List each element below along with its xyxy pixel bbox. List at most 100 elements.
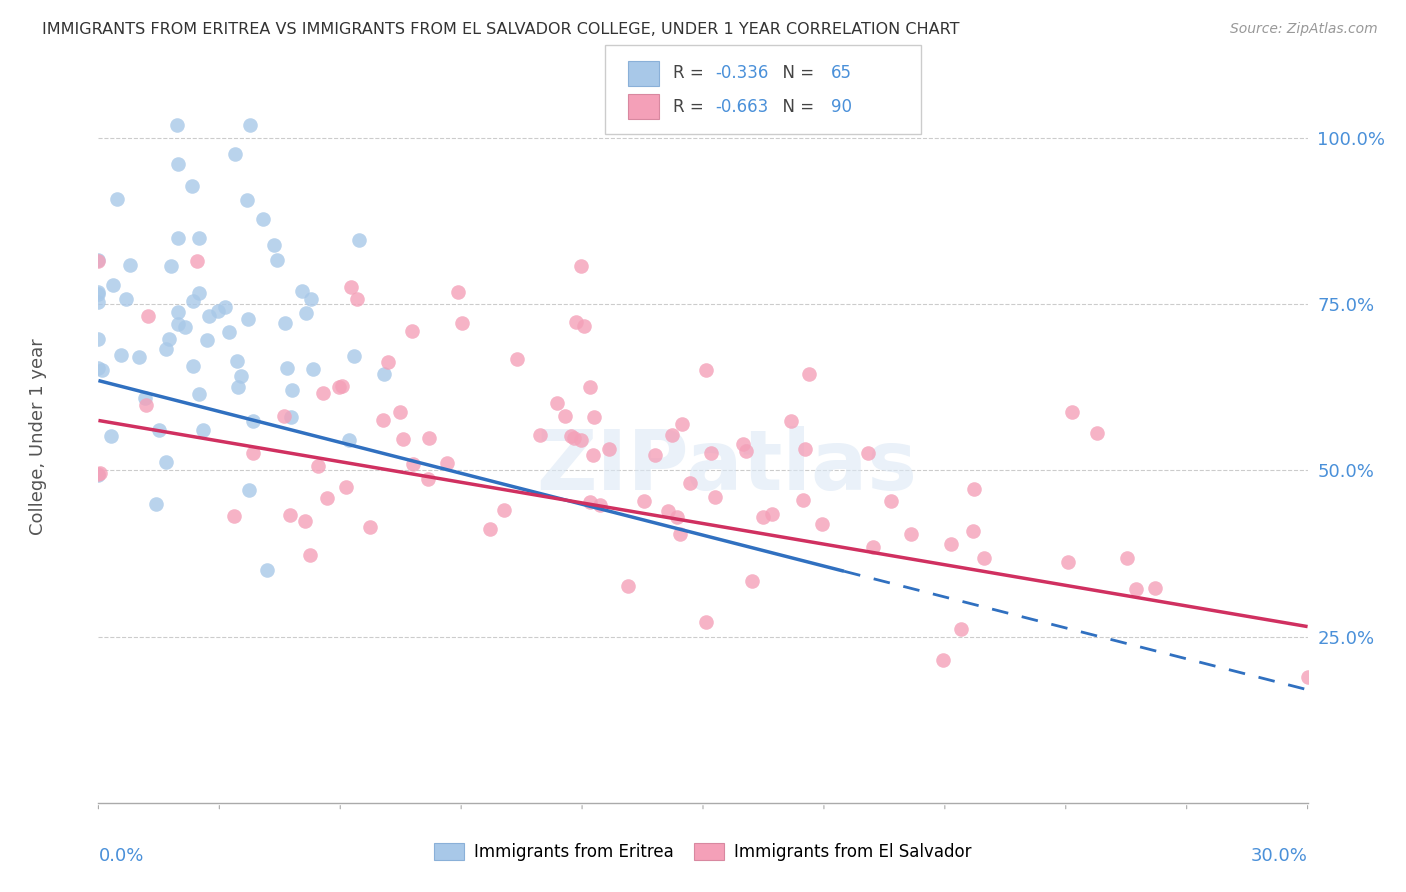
Point xyxy=(1125,582,1147,596)
Point xyxy=(87,360,110,375)
Point xyxy=(87,285,110,299)
Point xyxy=(799,367,821,381)
Point xyxy=(195,333,218,347)
Point xyxy=(554,409,576,423)
Point xyxy=(734,443,756,458)
Point xyxy=(187,386,209,401)
Point xyxy=(679,475,702,490)
Point xyxy=(218,325,240,339)
Text: N =: N = xyxy=(772,98,820,116)
Point xyxy=(103,277,125,292)
Point xyxy=(856,445,879,459)
Point xyxy=(181,293,204,308)
Point xyxy=(666,510,689,524)
Point xyxy=(1143,581,1166,595)
Point xyxy=(582,449,605,463)
Point xyxy=(294,515,316,529)
Point xyxy=(779,414,801,428)
Point xyxy=(299,549,322,563)
Point xyxy=(302,362,325,376)
Point xyxy=(389,404,412,418)
Point xyxy=(295,306,318,320)
Point xyxy=(562,431,585,445)
Point xyxy=(340,280,363,294)
Point xyxy=(949,622,972,636)
Point xyxy=(447,285,470,300)
Point xyxy=(373,367,395,381)
Point xyxy=(224,147,246,161)
Text: R =: R = xyxy=(673,64,710,82)
Point xyxy=(792,492,814,507)
Point xyxy=(418,431,440,445)
Point xyxy=(733,437,755,451)
Point xyxy=(87,252,110,267)
Point xyxy=(1116,550,1139,565)
Point xyxy=(128,350,150,364)
Point xyxy=(1056,555,1078,569)
Text: -0.663: -0.663 xyxy=(716,98,769,116)
Point xyxy=(299,292,322,306)
Point xyxy=(273,409,295,423)
Point xyxy=(741,574,763,589)
Point xyxy=(87,294,110,309)
Point xyxy=(89,466,111,480)
Point xyxy=(198,309,221,323)
Point xyxy=(236,194,259,208)
Point xyxy=(578,495,600,509)
Point xyxy=(880,493,903,508)
Point xyxy=(330,379,353,393)
Point xyxy=(166,157,188,171)
Point xyxy=(266,252,288,267)
Point xyxy=(492,503,515,517)
Text: R =: R = xyxy=(673,98,710,116)
Point xyxy=(343,349,366,363)
Point xyxy=(155,342,177,356)
Text: N =: N = xyxy=(772,64,820,82)
Point xyxy=(436,456,458,470)
Point xyxy=(752,510,775,524)
Point xyxy=(281,383,304,397)
Point xyxy=(187,285,209,300)
Point xyxy=(862,541,884,555)
Point xyxy=(307,458,329,473)
Point xyxy=(87,467,110,482)
Point xyxy=(761,507,783,521)
Point xyxy=(402,457,425,471)
Point xyxy=(633,494,655,508)
Point xyxy=(225,353,247,368)
Point xyxy=(671,417,693,431)
Point xyxy=(180,178,202,193)
Point xyxy=(811,517,834,532)
Point xyxy=(87,467,110,481)
Point xyxy=(572,318,595,333)
Point xyxy=(226,380,249,394)
Point xyxy=(236,311,259,326)
Text: IMMIGRANTS FROM ERITREA VS IMMIGRANTS FROM EL SALVADOR COLLEGE, UNDER 1 YEAR COR: IMMIGRANTS FROM ERITREA VS IMMIGRANTS FR… xyxy=(42,22,960,37)
Point xyxy=(703,490,725,504)
Point xyxy=(238,483,260,497)
Point xyxy=(657,503,679,517)
Point xyxy=(377,355,399,369)
Point xyxy=(188,230,211,244)
Point xyxy=(276,361,298,376)
Point xyxy=(242,446,264,460)
Point xyxy=(87,286,110,301)
Point xyxy=(312,385,335,400)
Text: 30.0%: 30.0% xyxy=(1251,847,1308,864)
Point xyxy=(505,351,527,366)
Point xyxy=(1085,425,1108,440)
Legend: Immigrants from Eritrea, Immigrants from El Salvador: Immigrants from Eritrea, Immigrants from… xyxy=(427,836,979,868)
Point xyxy=(695,615,717,629)
Point xyxy=(242,414,264,428)
Point xyxy=(617,579,640,593)
Point xyxy=(274,316,297,330)
Point xyxy=(134,392,156,406)
Text: College, Under 1 year: College, Under 1 year xyxy=(30,339,46,535)
Point xyxy=(337,433,360,447)
Point xyxy=(207,303,229,318)
Point xyxy=(661,428,683,442)
Point xyxy=(87,333,110,347)
Point xyxy=(932,653,955,667)
Point xyxy=(529,428,551,442)
Point xyxy=(280,508,302,523)
